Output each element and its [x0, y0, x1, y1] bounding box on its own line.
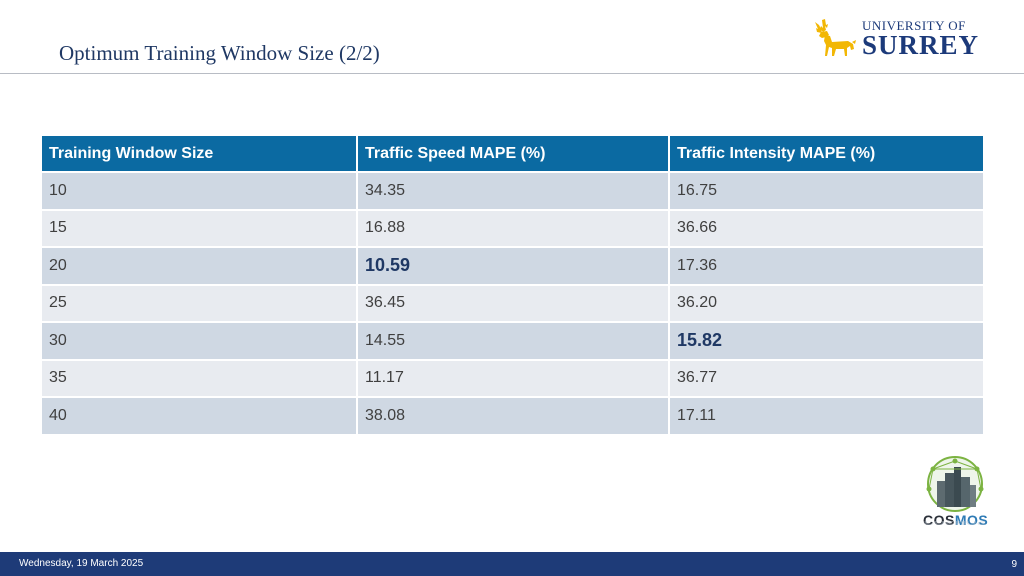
cell-speed-mape: 16.88 — [356, 208, 670, 248]
table-row: 40 38.08 17.11 — [40, 396, 985, 436]
cell-speed-mape: 14.55 — [356, 321, 670, 361]
table-row: 15 16.88 36.66 — [40, 208, 985, 248]
page-title: Optimum Training Window Size (2/2) — [59, 41, 380, 65]
cell-intensity-mape-best: 15.82 — [668, 321, 985, 361]
column-header-speed-mape: Traffic Speed MAPE (%) — [356, 134, 670, 173]
cell-intensity-mape: 17.36 — [668, 246, 985, 286]
column-header-window-size: Training Window Size — [40, 134, 358, 173]
footer-date: Wednesday, 19 March 2025 — [19, 558, 144, 569]
table-row: 20 10.59 17.36 — [40, 246, 985, 286]
results-table: Training Window Size Traffic Speed MAPE … — [40, 134, 985, 436]
page-number: 9 — [1011, 559, 1017, 570]
cell-speed-mape: 34.35 — [356, 171, 670, 211]
cell-window-size: 10 — [40, 171, 358, 211]
cell-window-size: 25 — [40, 283, 358, 323]
table-row: 30 14.55 15.82 — [40, 321, 985, 361]
cosmos-wordmark-reflection: COSMOS — [923, 521, 987, 527]
stag-icon — [815, 19, 856, 56]
cell-intensity-mape: 16.75 — [668, 171, 985, 211]
cell-window-size: 35 — [40, 358, 358, 398]
table-header-row: Training Window Size Traffic Speed MAPE … — [40, 134, 985, 173]
university-logo-line2: SURREY — [862, 30, 980, 60]
cell-speed-mape: 36.45 — [356, 283, 670, 323]
cell-intensity-mape: 36.77 — [668, 358, 985, 398]
university-logo: UNIVERSITY OF SURREY — [812, 16, 992, 62]
cosmos-wordmark: COSMOS — [923, 512, 989, 528]
cosmos-logo: COSMOS COSMOS — [915, 455, 995, 540]
cell-intensity-mape: 36.66 — [668, 208, 985, 248]
title-divider — [0, 73, 1024, 74]
column-header-intensity-mape: Traffic Intensity MAPE (%) — [668, 134, 985, 173]
cell-window-size: 20 — [40, 246, 358, 286]
cell-window-size: 30 — [40, 321, 358, 361]
cell-window-size: 40 — [40, 396, 358, 436]
university-logo-line1: UNIVERSITY OF — [862, 18, 966, 33]
globe-city-icon — [926, 456, 984, 512]
table-row: 10 34.35 16.75 — [40, 171, 985, 211]
cell-intensity-mape: 36.20 — [668, 283, 985, 323]
cell-intensity-mape: 17.11 — [668, 396, 985, 436]
cell-speed-mape: 38.08 — [356, 396, 670, 436]
table-row: 25 36.45 36.20 — [40, 283, 985, 323]
table-row: 35 11.17 36.77 — [40, 358, 985, 398]
cell-window-size: 15 — [40, 208, 358, 248]
footer-bar: Wednesday, 19 March 2025 9 — [0, 552, 1024, 576]
cell-speed-mape-best: 10.59 — [356, 246, 670, 286]
cell-speed-mape: 11.17 — [356, 358, 670, 398]
